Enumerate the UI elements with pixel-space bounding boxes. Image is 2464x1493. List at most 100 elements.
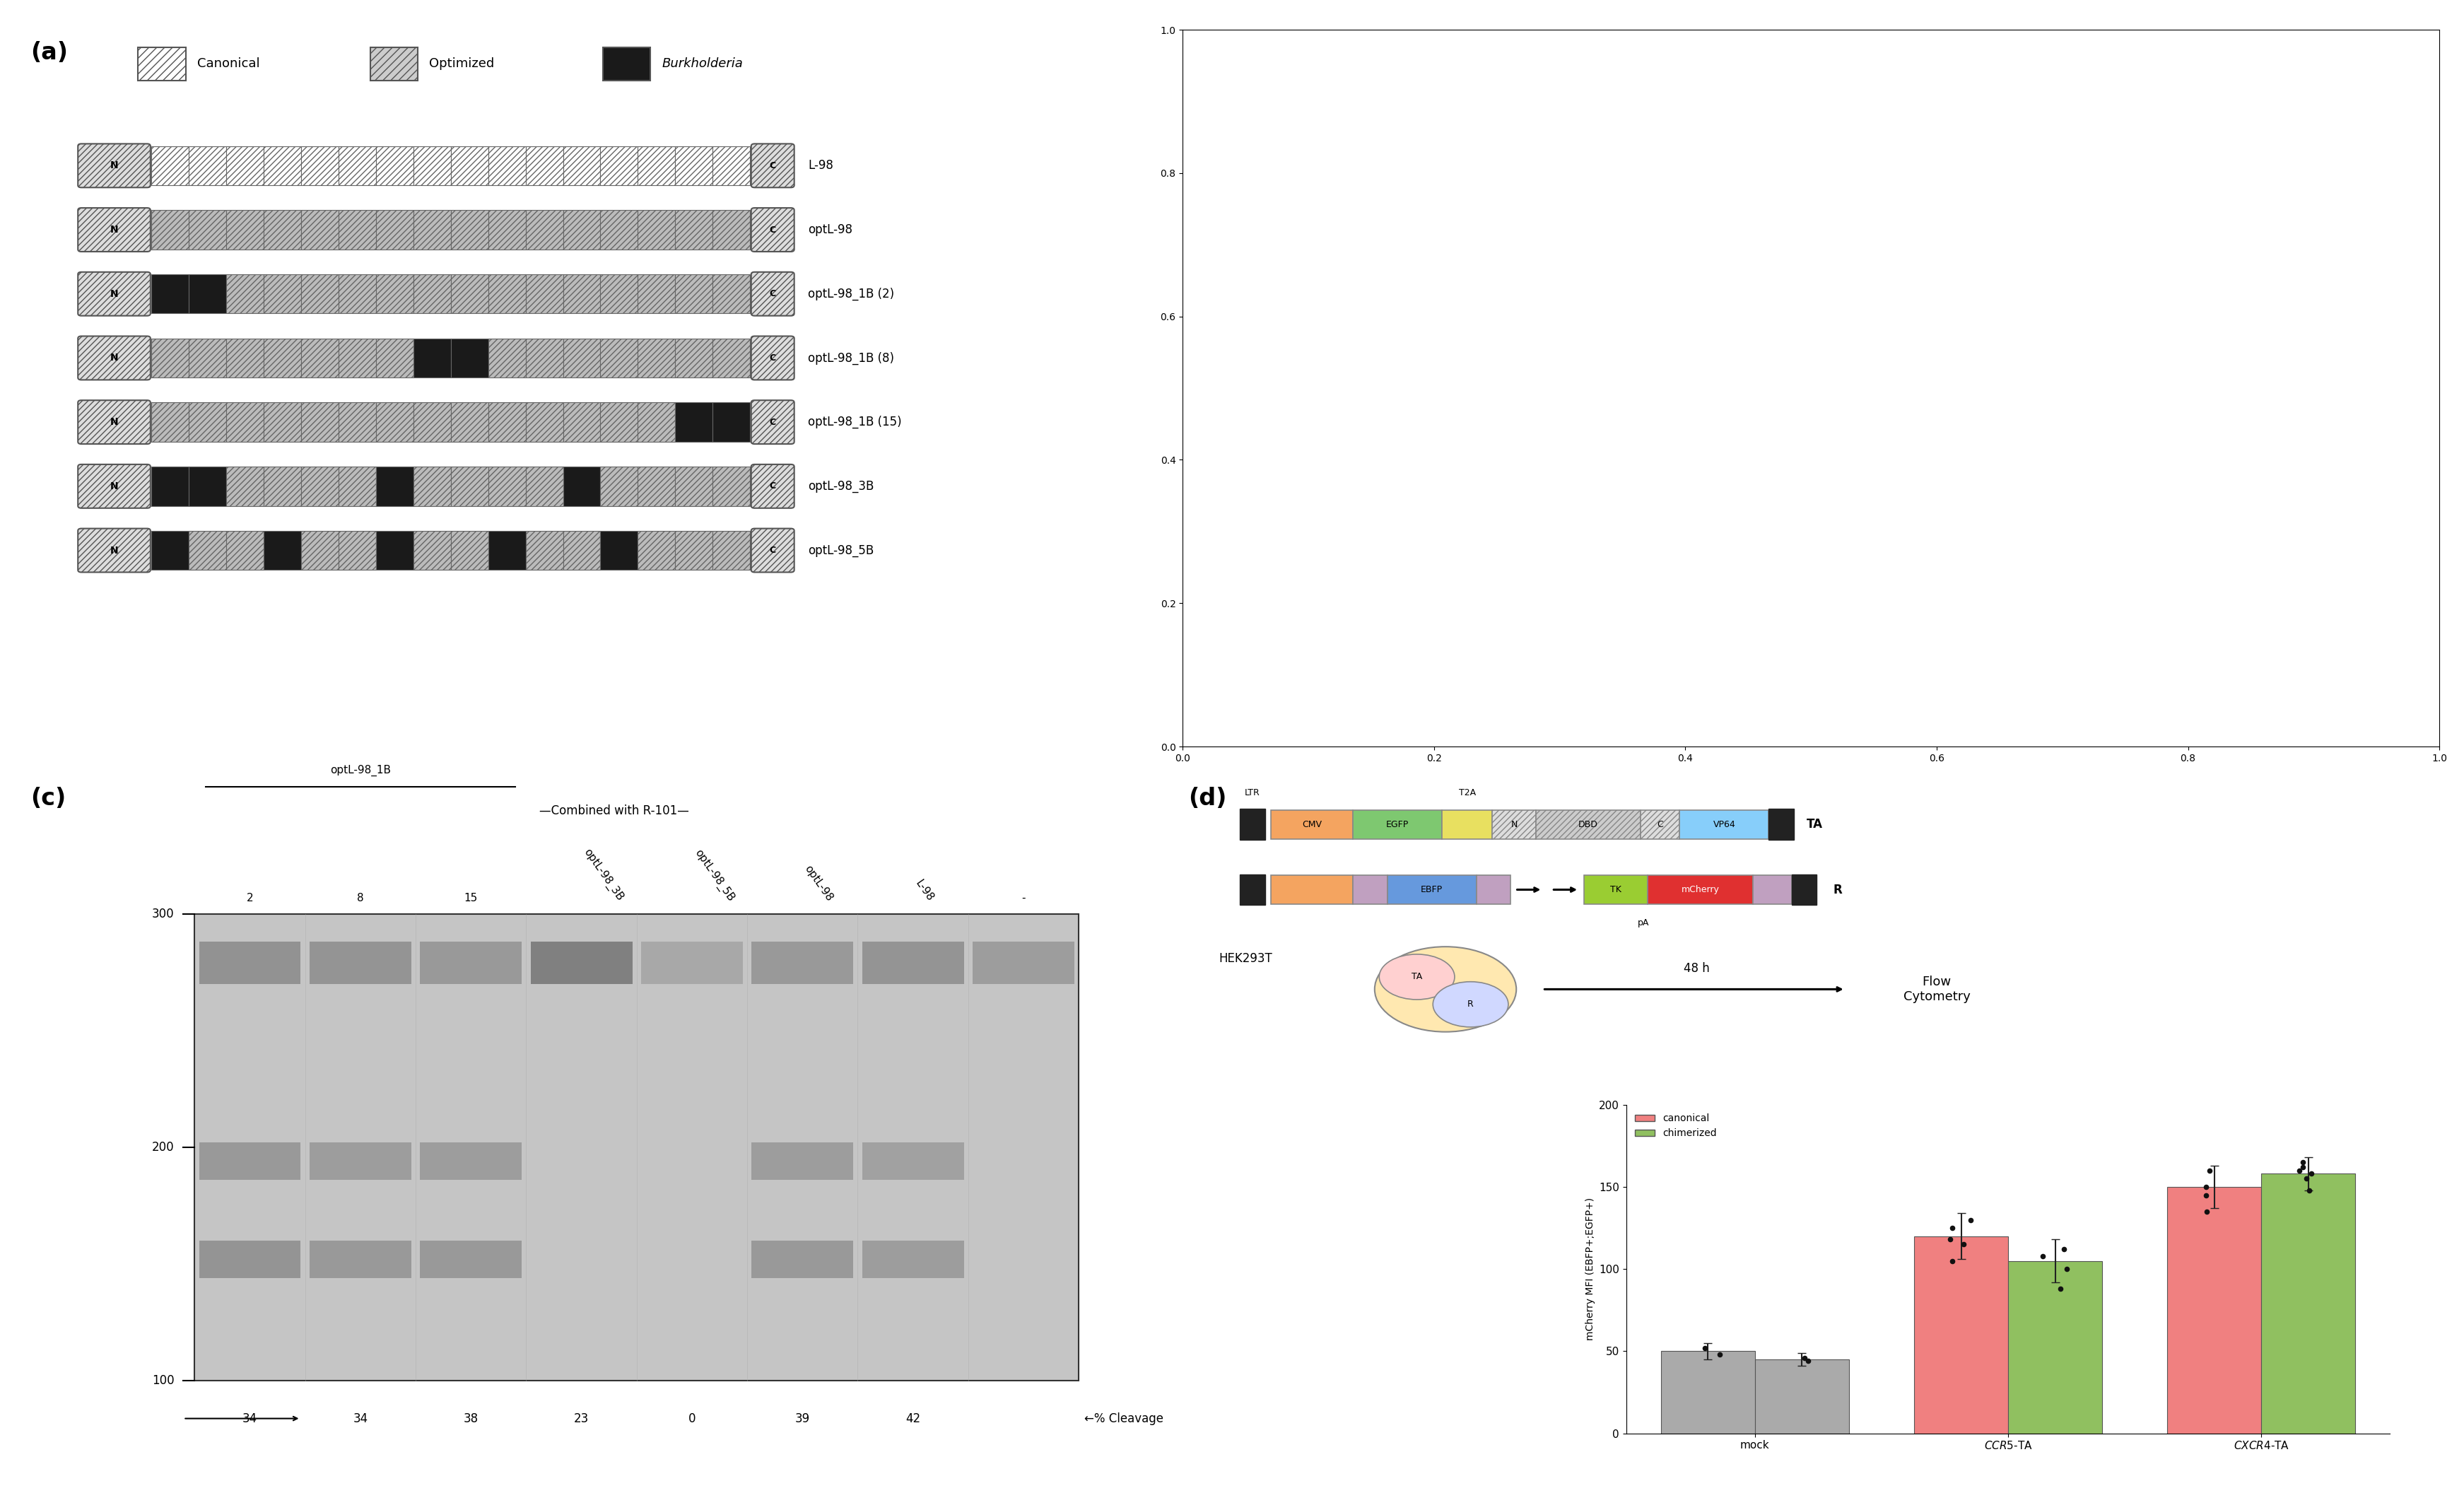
Bar bbox=[195, 914, 1079, 1381]
Bar bbox=[1247, 412, 1321, 434]
Bar bbox=[200, 1142, 301, 1179]
Text: DBD: DBD bbox=[1579, 820, 1599, 829]
Bar bbox=[752, 1142, 853, 1179]
Text: mCherry: mCherry bbox=[1680, 885, 1720, 894]
Bar bbox=[1424, 218, 1498, 258]
Bar bbox=[301, 146, 338, 185]
Bar bbox=[377, 403, 414, 442]
Bar bbox=[2262, 412, 2331, 434]
Bar bbox=[712, 339, 749, 378]
Text: C: C bbox=[769, 546, 776, 555]
Bar bbox=[377, 467, 414, 506]
Text: optL-98: optL-98 bbox=[808, 224, 853, 236]
Bar bbox=[153, 339, 190, 378]
Text: L-98: L-98 bbox=[2375, 163, 2397, 187]
Text: (a): (a) bbox=[30, 42, 69, 64]
Text: (d): (d) bbox=[1188, 787, 1227, 811]
Bar bbox=[1791, 875, 1816, 905]
Bar bbox=[675, 403, 712, 442]
Bar bbox=[451, 339, 488, 378]
Text: Flow
Cytometry: Flow Cytometry bbox=[1902, 975, 1971, 1003]
Bar bbox=[2097, 194, 2417, 352]
Point bbox=[2279, 1159, 2319, 1182]
Bar bbox=[488, 403, 525, 442]
Bar bbox=[138, 48, 185, 81]
Text: 8: 8 bbox=[1370, 176, 1375, 187]
Bar bbox=[1602, 458, 1676, 487]
Bar bbox=[1424, 412, 1498, 434]
Text: N: N bbox=[111, 352, 118, 363]
Legend: canonical, chimerized: canonical, chimerized bbox=[1631, 1109, 1720, 1142]
Text: 39: 39 bbox=[796, 1412, 811, 1424]
Bar bbox=[638, 339, 675, 378]
Point bbox=[2292, 1162, 2331, 1185]
Text: 2: 2 bbox=[246, 893, 254, 903]
Bar bbox=[1602, 412, 1676, 434]
Bar bbox=[301, 339, 338, 378]
Text: C: C bbox=[769, 418, 776, 427]
Bar bbox=[227, 403, 264, 442]
Bar bbox=[419, 942, 522, 984]
Bar bbox=[338, 211, 377, 249]
Bar bbox=[301, 403, 338, 442]
Bar bbox=[2343, 412, 2410, 434]
Text: 100: 100 bbox=[153, 1375, 175, 1387]
Bar bbox=[2008, 1260, 2102, 1433]
Bar bbox=[153, 403, 190, 442]
Bar bbox=[1680, 811, 1769, 839]
Bar bbox=[338, 275, 377, 314]
Text: L-98: L-98 bbox=[914, 878, 936, 903]
Bar bbox=[675, 275, 712, 314]
Bar bbox=[2168, 1187, 2262, 1433]
Text: 200: 200 bbox=[153, 1141, 175, 1154]
Bar bbox=[488, 275, 525, 314]
Point bbox=[2023, 1244, 2062, 1268]
Text: optL-98_5B: optL-98_5B bbox=[2296, 134, 2336, 187]
Bar bbox=[451, 530, 488, 570]
Bar bbox=[338, 339, 377, 378]
Bar bbox=[1271, 811, 1353, 839]
Bar bbox=[601, 146, 638, 185]
Bar bbox=[153, 467, 190, 506]
Point bbox=[1932, 1248, 1971, 1272]
Text: C: C bbox=[769, 290, 776, 299]
Bar bbox=[604, 48, 650, 81]
Bar bbox=[1513, 218, 1587, 258]
Bar bbox=[1271, 875, 1353, 905]
Text: 42: 42 bbox=[904, 1412, 922, 1424]
FancyBboxPatch shape bbox=[752, 464, 793, 508]
Bar bbox=[525, 339, 564, 378]
Bar bbox=[1441, 811, 1493, 839]
Bar bbox=[525, 403, 564, 442]
Text: TK: TK bbox=[1609, 885, 1621, 894]
Bar bbox=[190, 275, 227, 314]
FancyBboxPatch shape bbox=[752, 208, 793, 252]
Bar bbox=[638, 467, 675, 506]
Bar bbox=[377, 211, 414, 249]
Bar bbox=[264, 275, 301, 314]
Point bbox=[2188, 1200, 2227, 1224]
Bar bbox=[1641, 811, 1680, 839]
Bar bbox=[641, 942, 742, 984]
Bar bbox=[601, 275, 638, 314]
Point bbox=[2043, 1238, 2082, 1262]
Bar bbox=[2262, 1173, 2356, 1433]
Bar bbox=[712, 403, 749, 442]
Bar bbox=[190, 530, 227, 570]
Bar bbox=[2262, 458, 2331, 487]
Text: T2A: T2A bbox=[1459, 788, 1476, 797]
Y-axis label: mCherry MFI (EBFP+;EGFP+): mCherry MFI (EBFP+;EGFP+) bbox=[1584, 1197, 1594, 1341]
FancyBboxPatch shape bbox=[752, 529, 793, 572]
Bar bbox=[564, 530, 601, 570]
Bar bbox=[264, 530, 301, 570]
Text: optL-98: optL-98 bbox=[1639, 149, 1668, 187]
Text: N: N bbox=[111, 225, 118, 234]
Point bbox=[1944, 1233, 1984, 1257]
Bar bbox=[601, 339, 638, 378]
Bar bbox=[338, 146, 377, 185]
Text: N: N bbox=[111, 290, 118, 299]
Point bbox=[1784, 1345, 1823, 1369]
Text: optL-98: optL-98 bbox=[803, 863, 835, 903]
FancyBboxPatch shape bbox=[79, 208, 150, 252]
Bar bbox=[301, 211, 338, 249]
